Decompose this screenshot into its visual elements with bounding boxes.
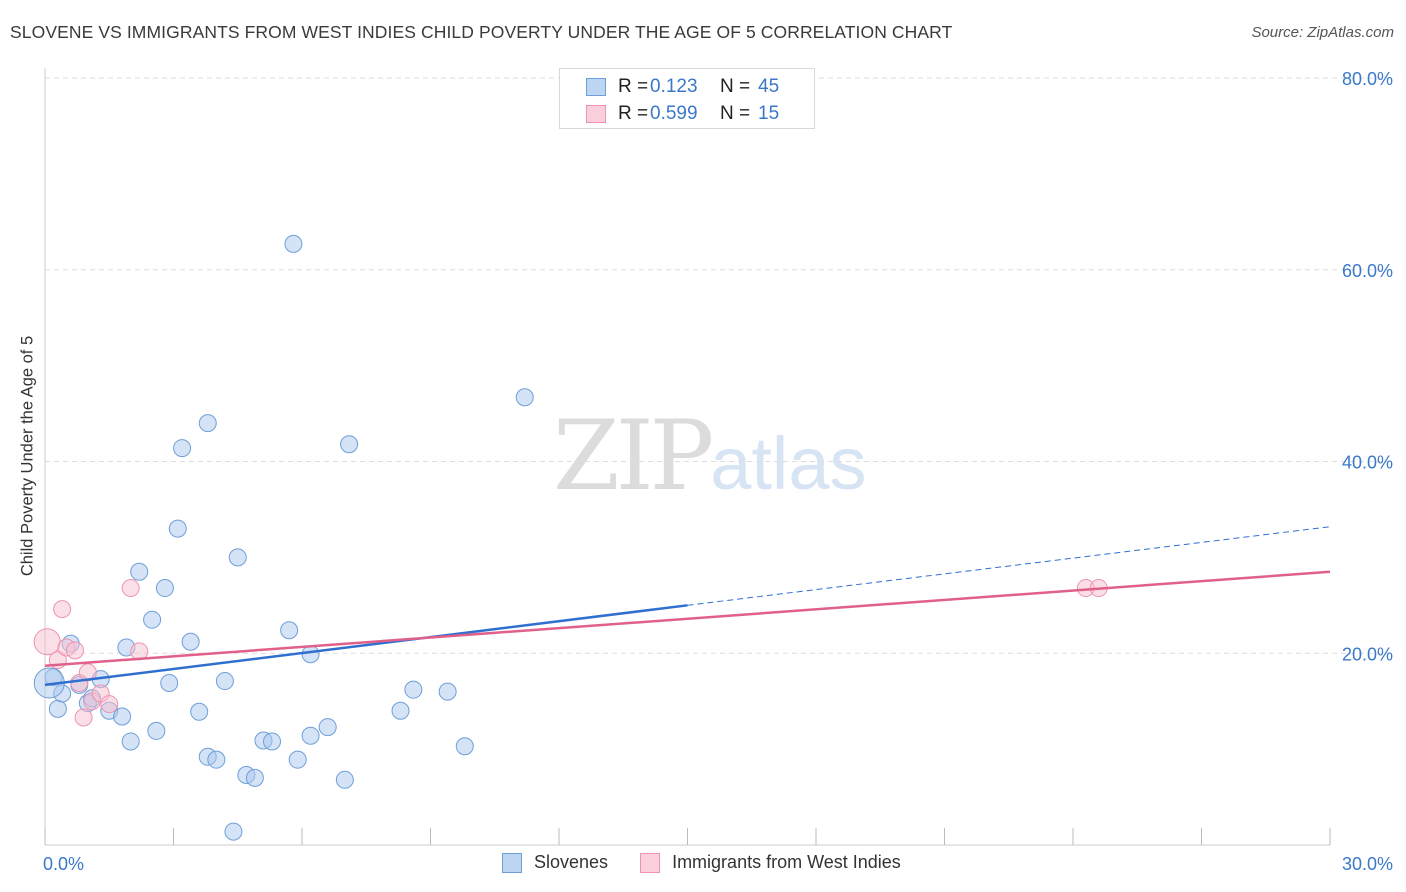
data-point-slovenes	[215, 672, 234, 691]
grid-lines	[45, 77, 1392, 654]
data-point-slovenes	[181, 632, 200, 651]
data-point-slovenes	[318, 718, 337, 737]
data-point-slovenes	[168, 519, 187, 538]
data-points	[33, 234, 1108, 841]
correlation-legend: R = 0.123 N = 45 R = 0.599 N = 15	[559, 68, 815, 129]
data-point-slovenes	[113, 707, 132, 726]
legend-swatch-blue	[586, 78, 606, 96]
legend-row-west-indies: R = 0.599 N = 15	[586, 102, 779, 126]
legend-n-label: N =	[720, 76, 751, 97]
data-point-slovenes	[280, 621, 299, 640]
legend-swatch-pink	[586, 105, 606, 123]
series-legend: Slovenes Immigrants from West Indies	[502, 852, 933, 873]
data-point-slovenes	[284, 234, 303, 253]
data-point-slovenes	[288, 750, 307, 769]
data-point-slovenes	[224, 822, 243, 841]
legend-r-label: R =	[618, 103, 649, 124]
data-point-west-indies	[53, 600, 72, 619]
data-point-slovenes	[48, 699, 67, 718]
chart-title: SLOVENE VS IMMIGRANTS FROM WEST INDIES C…	[10, 22, 953, 42]
data-point-slovenes	[228, 548, 247, 567]
trend-line-slovenes-extension	[687, 526, 1331, 606]
data-point-slovenes	[130, 562, 149, 581]
legend-swatch-pink	[640, 852, 661, 873]
data-point-west-indies	[65, 641, 84, 660]
legend-item-slovenes: Slovenes	[502, 852, 608, 873]
trend-lines	[44, 526, 1331, 687]
data-point-west-indies	[74, 708, 93, 727]
source-label: Source: ZipAtlas.com	[1251, 24, 1394, 41]
data-point-slovenes	[143, 610, 162, 629]
data-point-slovenes	[340, 435, 359, 454]
legend-row-slovenes: R = 0.123 N = 45	[586, 75, 779, 99]
legend-item-west-indies: Immigrants from West Indies	[640, 852, 901, 873]
legend-swatch-blue	[502, 852, 522, 873]
data-point-slovenes	[155, 579, 174, 598]
data-point-west-indies	[33, 628, 61, 656]
data-point-slovenes	[190, 702, 209, 721]
legend-r-value: 0.123	[650, 76, 698, 97]
legend-n-value: 45	[758, 76, 780, 97]
trend-line-west-indies	[44, 570, 1331, 667]
data-point-slovenes	[301, 726, 320, 745]
data-point-slovenes	[263, 732, 282, 751]
data-point-slovenes	[173, 439, 192, 458]
legend-r-label: R =	[618, 76, 649, 97]
data-point-slovenes	[438, 682, 457, 701]
legend-r-value: 0.599	[650, 103, 698, 124]
legend-n-value: 15	[758, 103, 780, 124]
data-point-slovenes	[207, 750, 226, 769]
data-point-slovenes	[160, 673, 179, 692]
data-point-west-indies	[121, 579, 140, 598]
data-point-west-indies	[78, 663, 97, 682]
data-point-slovenes	[301, 645, 320, 664]
data-point-slovenes	[335, 770, 354, 789]
data-point-slovenes	[245, 768, 264, 787]
trend-line-slovenes	[44, 604, 688, 687]
axes	[44, 68, 1331, 846]
y-tick-label: 80.0%	[1342, 69, 1393, 89]
x-tick-label: 30.0%	[1342, 854, 1393, 874]
legend-n-label: N =	[720, 103, 751, 124]
data-point-slovenes	[455, 737, 474, 756]
data-point-slovenes	[404, 680, 423, 699]
y-tick-label: 20.0%	[1342, 644, 1393, 664]
data-point-slovenes	[121, 732, 140, 751]
y-tick-label: 40.0%	[1342, 453, 1393, 473]
data-point-slovenes	[198, 414, 217, 433]
data-point-slovenes	[391, 701, 410, 720]
tick-labels: 20.0% 40.0% 60.0% 80.0% 0.0% 30.0%	[43, 69, 1393, 874]
legend-label-west-indies: Immigrants from West Indies	[672, 852, 901, 872]
data-point-west-indies	[100, 695, 119, 714]
legend-label-slovenes: Slovenes	[534, 852, 609, 872]
data-point-slovenes	[147, 721, 166, 740]
y-tick-label: 60.0%	[1342, 261, 1393, 281]
x-tick-label: 0.0%	[43, 854, 84, 874]
data-point-slovenes	[515, 388, 534, 407]
